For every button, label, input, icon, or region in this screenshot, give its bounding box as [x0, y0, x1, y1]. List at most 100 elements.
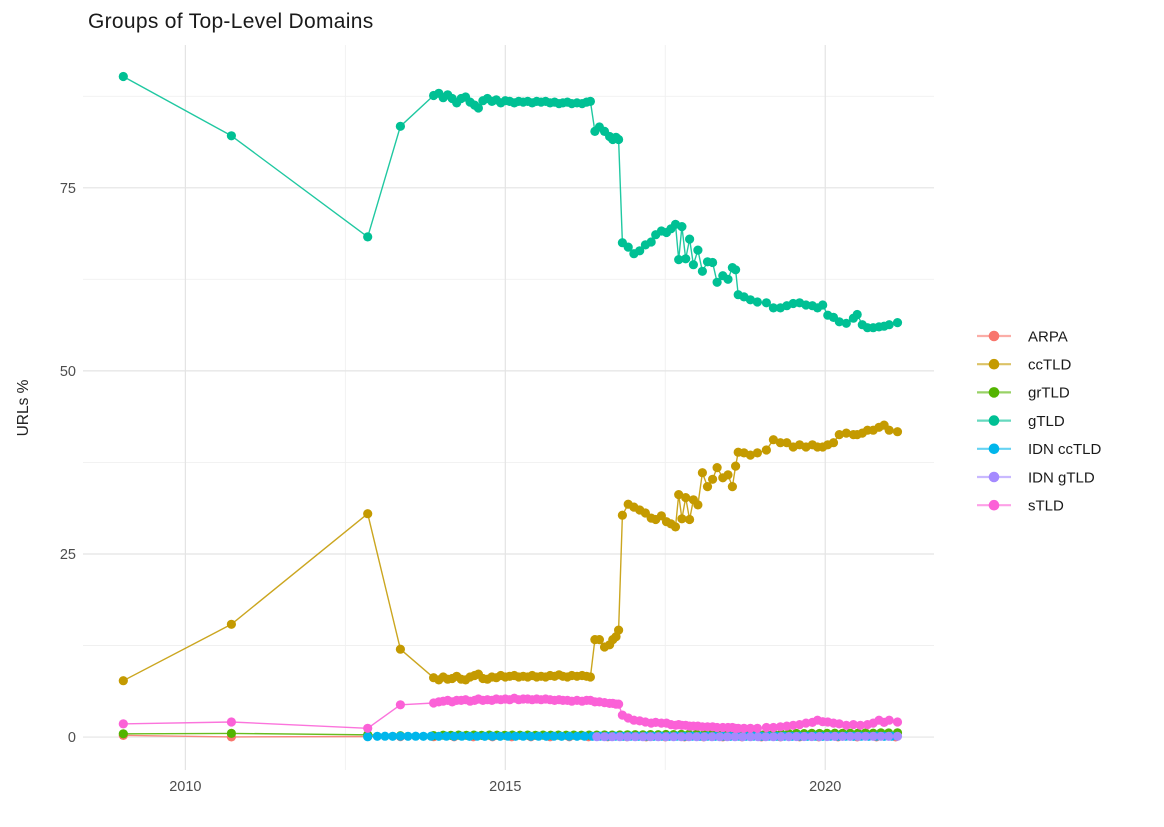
data-point-IDN-ccTLD	[472, 731, 482, 741]
data-point-IDN-gTLD	[791, 731, 802, 742]
data-point-gTLD	[681, 254, 691, 264]
data-point-IDN-ccTLD	[434, 731, 444, 741]
legend: ARPA ccTLD grTLD gTLD IDN ccTLD IDN gTLD sTLD	[977, 328, 1102, 515]
gridlines	[83, 45, 934, 770]
data-point-IDN-gTLD	[615, 732, 625, 742]
data-point-sTLD	[614, 699, 624, 709]
data-point-gTLD	[685, 234, 695, 244]
data-point-IDN-ccTLD	[549, 731, 559, 741]
data-point-IDN-gTLD	[745, 732, 756, 742]
legend-item-IDN-gTLD: IDN gTLD	[977, 469, 1095, 486]
data-point-IDN-gTLD	[853, 731, 863, 741]
data-point-ccTLD	[226, 619, 236, 629]
legend-label: grTLD	[1028, 385, 1070, 402]
data-point-IDN-ccTLD	[580, 731, 590, 741]
data-point-gTLD	[712, 277, 722, 287]
data-point-sTLD	[884, 715, 894, 725]
data-point-IDN-gTLD	[830, 731, 840, 742]
legend-key-point	[988, 358, 1000, 370]
data-point-sTLD	[834, 719, 844, 729]
legend-item-grTLD: grTLD	[977, 385, 1070, 402]
data-point-IDN-gTLD	[592, 732, 602, 742]
data-point-sTLD	[768, 722, 779, 733]
data-point-gTLD	[768, 303, 779, 313]
data-point-IDN-ccTLD	[380, 731, 390, 741]
data-point-IDN-gTLD	[707, 732, 717, 742]
data-point-IDN-gTLD	[661, 732, 671, 742]
data-point-IDN-ccTLD	[487, 731, 498, 741]
series-line-ccTLD	[122, 424, 898, 682]
data-point-grTLD	[118, 729, 128, 739]
data-point-IDN-ccTLD	[441, 731, 451, 741]
data-point-gTLD	[723, 274, 733, 284]
data-point-sTLD	[118, 719, 128, 729]
data-point-ccTLD	[731, 461, 741, 471]
data-point-IDN-gTLD	[630, 732, 640, 742]
chart-title: Groups of Top-Level Domains	[88, 10, 374, 33]
data-point-IDN-ccTLD	[464, 731, 475, 741]
data-point-ccTLD	[892, 427, 903, 437]
data-point-IDN-ccTLD	[395, 731, 405, 741]
data-point-gTLD	[635, 246, 645, 256]
x-tick-label: 2015	[489, 779, 521, 795]
data-point-IDN-gTLD	[645, 732, 656, 742]
data-point-IDN-gTLD	[799, 731, 809, 742]
y-axis-title: URLs %	[15, 379, 32, 436]
data-point-gTLD	[892, 318, 903, 328]
data-point-IDN-ccTLD	[541, 731, 551, 741]
data-point-IDN-gTLD	[599, 732, 610, 742]
data-point-sTLD	[739, 723, 749, 733]
legend-item-sTLD: sTLD	[977, 498, 1064, 515]
data-point-IDN-gTLD	[892, 731, 903, 741]
data-point-ccTLD	[118, 676, 128, 686]
data-point-ccTLD	[745, 450, 756, 460]
data-point-ccTLD	[677, 514, 687, 524]
data-point-ccTLD	[693, 500, 703, 510]
legend-label: sTLD	[1028, 498, 1064, 515]
legend-label: ccTLD	[1028, 357, 1072, 374]
legend-item-ARPA: ARPA	[977, 328, 1068, 345]
data-point-IDN-ccTLD	[457, 731, 467, 741]
data-point-ccTLD	[768, 435, 779, 445]
data-point-IDN-gTLD	[753, 732, 763, 742]
data-point-gTLD	[688, 260, 699, 270]
data-point-sTLD	[745, 723, 756, 733]
data-point-IDN-ccTLD	[557, 731, 567, 741]
series-line-gTLD	[122, 75, 898, 329]
data-point-IDN-gTLD	[884, 731, 894, 741]
data-point-ccTLD	[617, 510, 628, 520]
data-point-ccTLD	[702, 482, 713, 492]
data-point-ccTLD	[775, 438, 786, 448]
data-point-IDN-ccTLD	[526, 731, 536, 741]
legend-label: IDN gTLD	[1028, 469, 1095, 486]
data-point-IDN-ccTLD	[495, 731, 505, 741]
data-point-gTLD	[473, 103, 483, 113]
data-point-gTLD	[884, 320, 894, 330]
data-point-IDN-ccTLD	[518, 731, 528, 741]
data-point-ccTLD	[712, 463, 722, 473]
data-point-IDN-gTLD	[876, 731, 886, 741]
y-tick-label: 75	[60, 181, 76, 197]
data-point-ccTLD	[614, 625, 624, 635]
data-point-IDN-ccTLD	[449, 731, 459, 741]
data-point-sTLD	[761, 722, 772, 733]
data-point-ccTLD	[708, 474, 718, 484]
legend-label: IDN ccTLD	[1028, 441, 1102, 458]
data-point-IDN-gTLD	[638, 732, 648, 742]
data-point-gTLD	[614, 134, 624, 145]
data-point-ccTLD	[670, 522, 681, 532]
data-point-ccTLD	[752, 448, 763, 458]
legend-item-gTLD: gTLD	[977, 413, 1065, 430]
data-point-IDN-ccTLD	[372, 731, 382, 741]
data-point-gTLD	[761, 298, 772, 308]
data-point-IDN-gTLD	[768, 732, 779, 742]
data-point-IDN-gTLD	[715, 732, 725, 742]
legend-label: ARPA	[1028, 328, 1068, 345]
data-point-IDN-gTLD	[653, 732, 663, 742]
data-point-gTLD	[585, 96, 596, 106]
data-point-ccTLD	[674, 490, 684, 500]
data-point-gTLD	[677, 222, 687, 232]
data-point-grTLD	[226, 728, 236, 739]
x-tick-label: 2010	[169, 779, 201, 795]
